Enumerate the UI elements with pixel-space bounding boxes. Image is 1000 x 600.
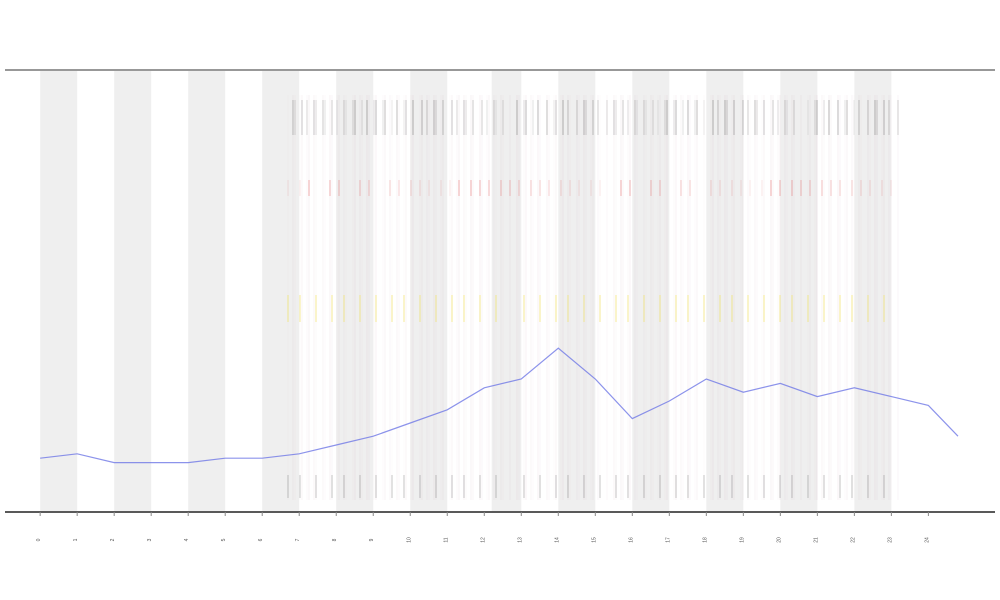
x-tick-label: 3 <box>147 538 153 541</box>
x-tick-label: 1 <box>73 538 79 541</box>
x-tick-label: 20 <box>776 537 782 543</box>
x-tick-label: 16 <box>628 537 634 543</box>
x-tick-label: 15 <box>591 537 597 543</box>
x-tick-label: 13 <box>517 537 523 543</box>
x-tick-label: 22 <box>850 537 856 543</box>
shaded-band <box>262 71 300 511</box>
x-tick-label: 4 <box>184 538 190 541</box>
x-tick-label: 2 <box>110 538 116 541</box>
x-tick-label: 24 <box>924 537 930 543</box>
event-markers <box>287 95 899 500</box>
x-tick-label: 14 <box>554 537 560 543</box>
x-tick-label: 5 <box>221 538 227 541</box>
shaded-band <box>706 71 744 511</box>
shaded-band <box>491 71 522 511</box>
shaded-band <box>40 71 78 511</box>
shaded-band <box>410 71 448 511</box>
x-tick-label: 6 <box>258 538 264 541</box>
x-tick-label: 21 <box>813 537 819 543</box>
x-tick-label: 19 <box>739 537 745 543</box>
shaded-band <box>114 71 152 511</box>
x-tick-label: 12 <box>480 537 486 543</box>
shaded-band <box>780 71 818 511</box>
x-tick-label: 0 <box>36 538 42 541</box>
shaded-band <box>188 71 226 511</box>
shaded-band <box>558 71 596 511</box>
shaded-band <box>854 71 892 511</box>
x-tick-label: 18 <box>702 537 708 543</box>
x-tick-label: 8 <box>332 538 338 541</box>
x-tick-label: 7 <box>295 538 301 541</box>
x-tick-label: 11 <box>443 537 449 542</box>
series-line <box>40 347 959 464</box>
x-tick-label: 17 <box>665 537 671 543</box>
x-tick-label: 10 <box>406 537 412 543</box>
x-tick-label: 9 <box>369 538 375 541</box>
x-tick-label: 23 <box>887 537 893 543</box>
shaded-band <box>632 71 670 511</box>
